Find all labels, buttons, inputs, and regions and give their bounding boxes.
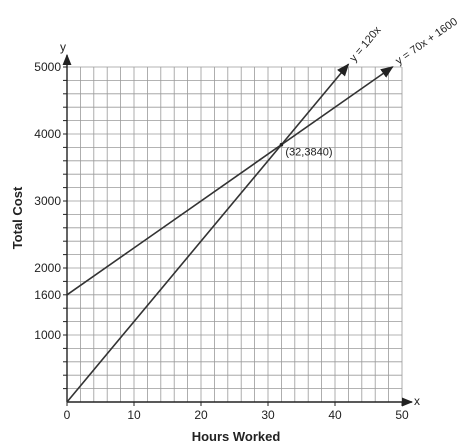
- x-axis-letter: x: [414, 394, 420, 408]
- y-axis-title: Total Cost: [10, 186, 25, 249]
- series-lines: y = 120x y = 70x + 1600: [66, 16, 460, 403]
- x-tick-labels: 0 10 20 30 40 50: [64, 402, 409, 422]
- x-tick-label: 20: [194, 408, 208, 422]
- grid: [67, 66, 403, 402]
- y-tick-label: 1600: [34, 288, 61, 302]
- y-tick-label: 2000: [34, 261, 61, 275]
- y-tick-labels: 1000 1600 2000 3000 4000 5000: [34, 60, 67, 390]
- x-tick-label: 40: [328, 408, 342, 422]
- intersection-label: (32,3840): [285, 147, 332, 159]
- series-line-1: [66, 63, 350, 403]
- y-tick-label: 5000: [34, 60, 61, 74]
- x-tick-label: 0: [64, 408, 71, 422]
- x-tick-label: 10: [127, 408, 141, 422]
- intersection-point: [279, 142, 284, 147]
- y-axis-letter: y: [60, 40, 66, 54]
- x-tick-label: 30: [261, 408, 275, 422]
- x-tick-label: 50: [395, 408, 409, 422]
- series-label-2: y = 70x + 1600: [393, 16, 460, 68]
- x-axis-title: Hours Worked: [192, 429, 281, 444]
- y-tick-label: 3000: [34, 194, 61, 208]
- series-label-1: y = 120x: [348, 24, 384, 64]
- y-tick-label: 4000: [34, 127, 61, 141]
- y-tick-label: 1000: [34, 328, 61, 342]
- axes: [62, 53, 414, 407]
- series-line-2: [66, 66, 394, 296]
- annotations: (32,3840): [279, 142, 332, 159]
